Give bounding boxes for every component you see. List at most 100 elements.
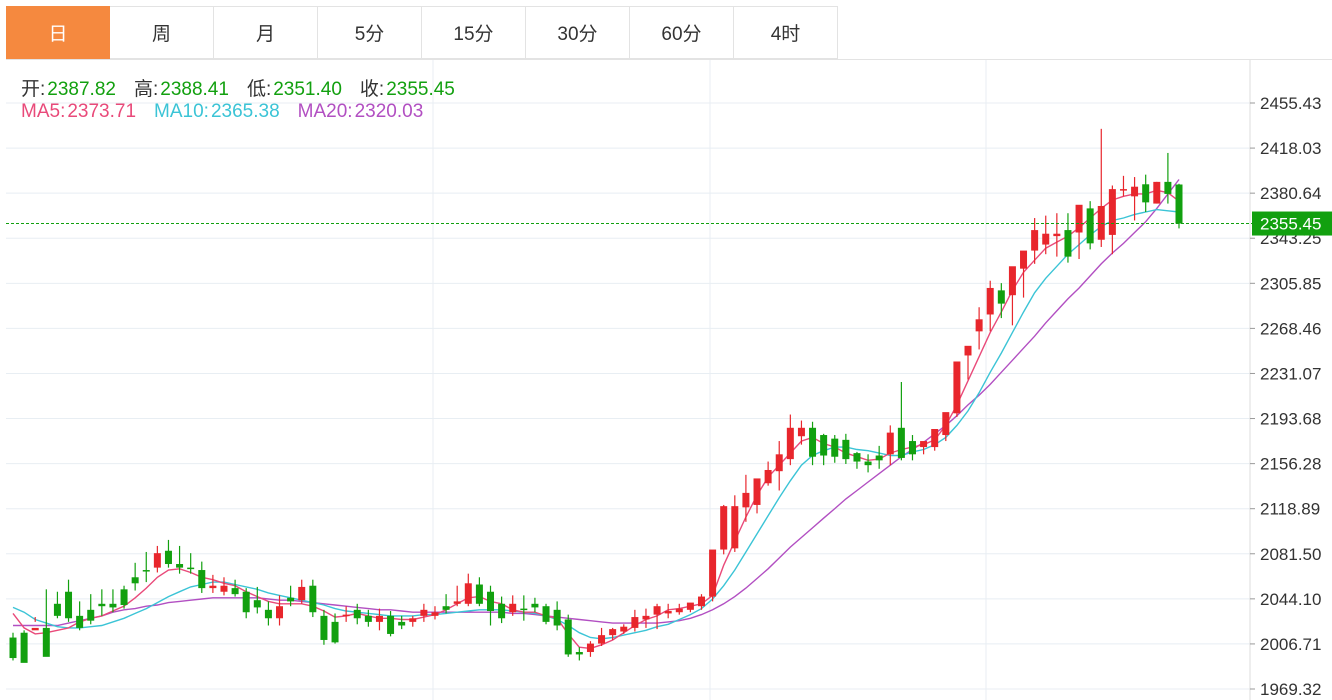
tab-60min[interactable]: 60分	[630, 6, 734, 59]
candle	[731, 495, 739, 552]
candle	[31, 617, 39, 631]
low-value: 2351.40	[273, 79, 342, 100]
candle-body	[53, 603, 61, 616]
candle-body	[453, 601, 461, 604]
candle-body	[820, 435, 828, 456]
tab-15min[interactable]: 15分	[422, 6, 526, 59]
candle-body	[1020, 250, 1028, 269]
candle-body	[531, 603, 539, 608]
candle	[309, 579, 317, 618]
ohlc-info: 开: 2387.82 高: 2388.41 低: 2351.40 收: 2355.45	[21, 74, 457, 101]
candle-body	[109, 603, 117, 608]
ma20-path	[13, 179, 1180, 627]
ma5-value: 2373.71	[67, 101, 137, 122]
y-tick-label: 2380.64	[1260, 184, 1321, 203]
candle	[1042, 215, 1050, 255]
candle	[908, 435, 916, 461]
candle-body	[686, 602, 694, 610]
candle	[575, 647, 583, 661]
candle-body	[975, 319, 983, 332]
candle	[742, 474, 750, 522]
candle-body	[276, 606, 284, 619]
y-tick-label: 2193.68	[1260, 410, 1321, 429]
candle	[9, 632, 17, 661]
candle	[142, 551, 150, 583]
candle	[231, 579, 239, 597]
candle-body	[953, 361, 961, 414]
candle	[298, 579, 306, 604]
candle	[1119, 175, 1127, 197]
candle	[931, 429, 939, 451]
candle	[953, 361, 961, 417]
candle	[809, 421, 817, 466]
y-tick-label: 1969.32	[1260, 680, 1321, 699]
y-tick-label: 2268.46	[1260, 319, 1321, 338]
candle-body	[320, 615, 328, 640]
candle-body	[731, 506, 739, 549]
candle-body	[98, 603, 106, 607]
candle	[1020, 250, 1028, 298]
ma20-label: MA20:	[297, 101, 353, 122]
open-label: 开:	[21, 79, 46, 100]
candle-body	[398, 621, 406, 626]
candle-body	[931, 429, 939, 448]
candle-body	[620, 626, 628, 632]
candle-body	[20, 632, 28, 663]
candle	[653, 603, 661, 630]
candle-body	[542, 606, 550, 622]
candle-body	[1131, 186, 1139, 197]
candle	[697, 594, 705, 610]
candle-body	[1075, 204, 1083, 233]
candle-body	[520, 608, 528, 611]
candle-body	[642, 615, 650, 620]
candle	[209, 574, 217, 593]
candle	[1086, 201, 1094, 250]
candle-body	[964, 345, 972, 356]
tab-week[interactable]: 周	[110, 6, 214, 59]
candle-body	[242, 591, 250, 613]
candle	[487, 585, 495, 626]
candle	[331, 613, 339, 644]
candle	[464, 573, 472, 607]
candle-body	[553, 609, 561, 626]
candle-body	[1108, 189, 1116, 235]
tab-30min[interactable]: 30分	[526, 6, 630, 59]
candle	[409, 615, 417, 627]
candle-body	[875, 455, 883, 461]
candle	[620, 624, 628, 634]
candle	[131, 562, 139, 591]
candle-body	[264, 609, 272, 619]
candle-body	[420, 609, 428, 616]
candle	[764, 461, 772, 486]
ma-info: MA5: 2373.71 MA10: 2365.38 MA20: 2320.03	[21, 101, 425, 123]
candle	[642, 608, 650, 628]
tab-5min[interactable]: 5分	[318, 6, 422, 59]
candle-body	[797, 427, 805, 437]
candle-body	[65, 591, 73, 619]
candle	[242, 588, 250, 619]
candle	[109, 589, 117, 613]
close-label: 收:	[359, 79, 385, 100]
candle-body	[1153, 181, 1161, 204]
candle	[276, 595, 284, 626]
candle-body	[1164, 181, 1172, 194]
tab-day[interactable]: 日	[6, 6, 110, 59]
candle	[564, 614, 572, 657]
candle-body	[353, 609, 361, 619]
candles	[6, 128, 1332, 663]
candle-body	[1119, 189, 1127, 191]
ma5-label: MA5:	[21, 101, 66, 122]
candle-body	[309, 585, 317, 613]
candle	[520, 595, 528, 621]
candle-body	[853, 453, 861, 462]
candle	[786, 414, 794, 466]
candle	[753, 478, 761, 514]
candle-body	[220, 585, 228, 592]
high-value: 2388.41	[160, 79, 229, 100]
candle	[65, 579, 73, 622]
tab-month[interactable]: 月	[214, 6, 318, 59]
candle-body	[375, 615, 383, 622]
tab-4hour[interactable]: 4时	[734, 6, 838, 59]
candle-body	[131, 577, 139, 584]
candle-body	[1042, 233, 1050, 245]
